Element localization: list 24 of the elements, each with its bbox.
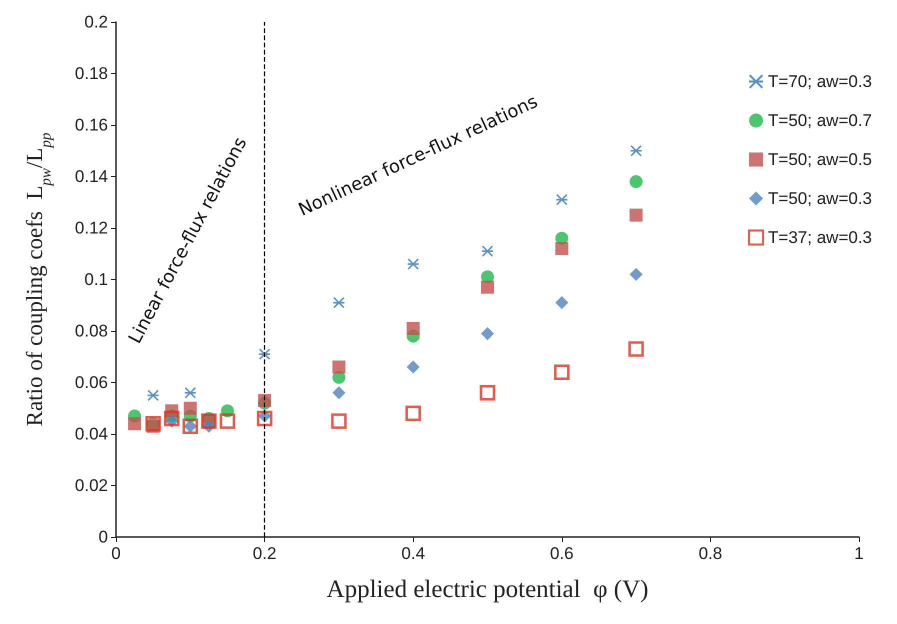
legend-label: T=50; aw=0.7 (768, 111, 872, 130)
y-axis-title: Ratio of coupling coefs Lpw/Lpp (22, 132, 54, 426)
y-tick-label: 0.16 (74, 116, 108, 134)
x-tick-label: 0.4 (401, 544, 426, 563)
x-tick-label: 1 (854, 544, 864, 563)
y-tick-label: 0.1 (84, 270, 108, 289)
y-tick-label: 0.2 (84, 12, 108, 32)
y-tick-label: 0.04 (74, 424, 108, 444)
legend-label: T=37; aw=0.3 (768, 228, 872, 247)
x-tick-label: 0.6 (550, 544, 574, 563)
y-tick-label: 0.12 (74, 218, 108, 238)
legend-label: T=50; aw=0.3 (768, 189, 872, 208)
x-tick-label: 0 (111, 544, 121, 563)
y-tick-label: 0.06 (74, 373, 108, 392)
x-axis-title: Applied electric potential φ (V) (326, 576, 648, 603)
legend-label: T=70; aw=0.3 (768, 72, 872, 91)
y-tick-label: 0.14 (74, 167, 108, 186)
y-tick-label: 0 (98, 528, 108, 546)
y-tick-label: 0.08 (74, 322, 108, 340)
legend-label: T=50; aw=0.5 (768, 150, 872, 169)
y-tick-label: 0.18 (74, 64, 108, 83)
x-tick-label: 0.8 (698, 544, 722, 563)
x-tick-label: 0.2 (252, 544, 276, 563)
y-tick-label: 0.02 (74, 476, 108, 495)
